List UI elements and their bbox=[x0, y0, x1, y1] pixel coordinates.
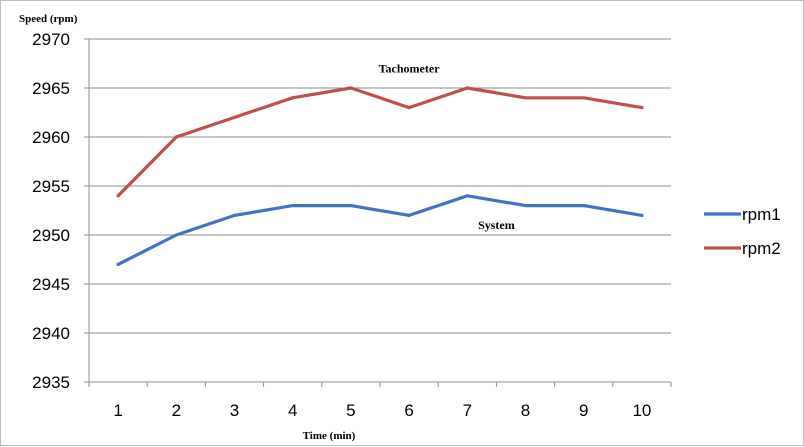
data-point-rpm1 bbox=[116, 262, 120, 266]
x-tick-label: 8 bbox=[521, 401, 530, 420]
data-point-rpm2 bbox=[291, 96, 295, 100]
legend: rpm1 rpm2 bbox=[704, 205, 781, 258]
data-point-rpm2 bbox=[116, 194, 120, 198]
x-tick-label: 7 bbox=[463, 401, 472, 420]
data-point-rpm1 bbox=[407, 213, 411, 217]
y-axis-label: Speed (rpm) bbox=[19, 13, 78, 25]
data-point-rpm1 bbox=[232, 213, 237, 217]
annotation-label: Tachometer bbox=[379, 61, 441, 75]
axes bbox=[88, 39, 672, 387]
y-tick-label: 2945 bbox=[32, 275, 70, 294]
y-tick-label: 2935 bbox=[32, 373, 70, 392]
data-point-rpm1 bbox=[174, 233, 178, 237]
data-point-rpm1 bbox=[291, 204, 295, 208]
data-point-rpm2 bbox=[232, 115, 237, 119]
data-point-rpm1 bbox=[465, 194, 469, 198]
gridlines bbox=[84, 38, 671, 383]
y-tick-label: 2960 bbox=[32, 128, 70, 147]
y-tick-label: 2955 bbox=[32, 177, 70, 196]
x-tick-label: 3 bbox=[230, 401, 239, 420]
x-tick-labels: 1 2 3 4 5 6 7 8 9 10 bbox=[113, 401, 651, 420]
annotation-label: System bbox=[478, 218, 515, 232]
y-tick-label: 2970 bbox=[32, 30, 70, 49]
data-point-rpm2 bbox=[174, 135, 178, 139]
x-tick-label: 10 bbox=[632, 401, 651, 420]
data-point-rpm1 bbox=[640, 213, 644, 217]
x-tick-label: 4 bbox=[288, 401, 297, 420]
data-point-rpm2 bbox=[640, 106, 644, 110]
x-tick-label: 1 bbox=[113, 401, 122, 420]
x-axis-label: Time (min) bbox=[303, 430, 356, 442]
y-tick-label: 2950 bbox=[32, 226, 70, 245]
series-line-rpm2 bbox=[116, 86, 644, 198]
legend-label-rpm2: rpm2 bbox=[742, 239, 781, 258]
x-tick-label: 9 bbox=[579, 401, 588, 420]
series-line-rpm1 bbox=[116, 194, 644, 266]
x-tick-label: 5 bbox=[346, 401, 355, 420]
data-point-rpm2 bbox=[523, 96, 528, 100]
y-tick-label: 2965 bbox=[32, 79, 70, 98]
series-lines bbox=[116, 86, 644, 266]
data-point-rpm1 bbox=[582, 204, 586, 208]
data-point-rpm2 bbox=[582, 96, 586, 100]
legend-label-rpm1: rpm1 bbox=[742, 205, 781, 224]
x-tick-label: 2 bbox=[172, 401, 181, 420]
data-point-rpm2 bbox=[349, 86, 353, 90]
data-point-rpm1 bbox=[349, 204, 353, 208]
annotations: Tachometer System bbox=[379, 61, 515, 232]
x-tick-label: 6 bbox=[404, 401, 413, 420]
data-point-rpm2 bbox=[465, 86, 469, 90]
data-point-rpm1 bbox=[523, 204, 528, 208]
y-tick-label: 2940 bbox=[32, 324, 70, 343]
data-point-rpm2 bbox=[407, 106, 411, 110]
y-tick-labels: 2935 2940 2945 2950 2955 2960 2965 2970 bbox=[32, 30, 70, 392]
